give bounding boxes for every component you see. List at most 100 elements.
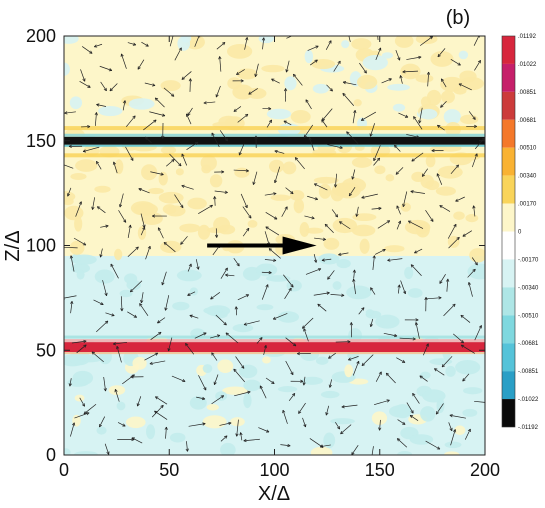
- quiver-head: [303, 423, 307, 428]
- quiver-head: [112, 161, 116, 165]
- field-patch: [320, 390, 340, 399]
- quiver-head: [154, 396, 159, 400]
- field-patch: [385, 174, 395, 182]
- quiver-head: [178, 163, 182, 167]
- quiver-head: [402, 70, 406, 74]
- quiver-head: [401, 359, 406, 363]
- quiver-head: [436, 446, 441, 450]
- field-patch: [365, 309, 374, 316]
- quiver-arrow: [233, 368, 245, 383]
- field-patch: [230, 417, 245, 427]
- quiver-head: [248, 215, 252, 219]
- quiver-head: [96, 206, 101, 210]
- quiver-head: [410, 190, 414, 194]
- quiver-arrow: [305, 268, 322, 275]
- quiver-head: [285, 69, 289, 73]
- quiver-head: [82, 149, 87, 153]
- quiver-head: [314, 59, 318, 63]
- colorbar-swatch: [502, 147, 515, 176]
- quiver-head: [369, 323, 373, 327]
- field-patch: [444, 451, 460, 455]
- quiver-head: [252, 181, 256, 185]
- quiver-head: [311, 216, 315, 220]
- quiver-arrow: [233, 106, 242, 112]
- field-patch: [318, 253, 340, 265]
- quiver-arrow: [314, 183, 328, 191]
- quiver-arrow: [373, 157, 381, 166]
- quiver-arrow: [149, 111, 166, 117]
- quiver-arrow: [96, 104, 107, 107]
- field-patch: [133, 202, 158, 216]
- field-patch: [98, 106, 123, 117]
- field-patch: [420, 96, 431, 108]
- quiver-head: [297, 352, 301, 356]
- quiver-head: [308, 137, 312, 141]
- quiver-head: [120, 308, 124, 312]
- colorbar-label: .00681: [518, 118, 537, 124]
- quiver-head: [170, 93, 175, 97]
- field-patch: [352, 213, 377, 222]
- quiver-head: [273, 179, 278, 184]
- quiver-arrow: [235, 356, 245, 369]
- field-patch: [404, 266, 414, 280]
- field-patch: [422, 389, 446, 403]
- quiver-arrow: [468, 111, 476, 120]
- quiver-head: [386, 220, 391, 224]
- quiver-head: [268, 270, 272, 275]
- field-patch: [147, 187, 164, 195]
- field-patch: [64, 197, 74, 206]
- quiver-head: [265, 429, 270, 433]
- field-patch: [218, 115, 239, 128]
- quiver-arrow: [394, 144, 401, 152]
- quiver-head: [233, 368, 237, 373]
- quiver-head: [300, 379, 304, 383]
- quiver-arrow: [395, 167, 404, 175]
- quiver-head: [472, 268, 476, 273]
- colorbar-label: -.00851: [518, 369, 539, 375]
- quiver-arrow: [352, 169, 356, 180]
- quiver-arrow: [419, 107, 423, 124]
- quiver-arrow: [321, 108, 333, 121]
- quiver-arrow: [342, 92, 355, 107]
- quiver-arrow: [317, 303, 327, 312]
- quiver-head: [167, 347, 171, 352]
- field-patch: [397, 450, 413, 455]
- quiver-head: [322, 237, 326, 241]
- quiver-head: [182, 379, 186, 383]
- field-patch: [384, 245, 405, 253]
- quiver-head: [78, 201, 82, 205]
- quiver-head: [140, 299, 144, 304]
- quiver-head: [435, 411, 439, 415]
- field-patch: [415, 36, 438, 45]
- quiver-head: [142, 224, 146, 228]
- quiver-arrow: [181, 185, 194, 190]
- quiver-arrow: [313, 292, 330, 296]
- quiver-head: [353, 110, 357, 114]
- field-patch: [323, 432, 336, 449]
- quiver-head: [233, 108, 237, 112]
- quiver-arrow: [399, 337, 416, 340]
- quiver-arrow: [400, 75, 403, 84]
- quiver-arrow: [302, 417, 306, 428]
- quiver-arrow: [385, 372, 396, 384]
- quiver-arrow: [254, 63, 259, 77]
- field-patch: [411, 171, 426, 182]
- quiver-head: [439, 205, 443, 209]
- quiver-arrow: [373, 399, 390, 406]
- quiver-arrow: [471, 257, 478, 266]
- quiver-head: [265, 226, 269, 230]
- quiver-arrow: [79, 397, 85, 407]
- quiver-head: [440, 104, 444, 108]
- quiver-head: [387, 258, 391, 262]
- quiver-arrow: [352, 110, 356, 124]
- field-patch: [465, 214, 479, 223]
- quiver-arrow: [92, 197, 96, 210]
- quiver-arrow: [256, 337, 263, 344]
- quiver-arrow: [174, 47, 182, 61]
- quiver-head: [410, 410, 414, 414]
- quiver-arrow: [150, 171, 164, 175]
- quiver-head: [152, 83, 156, 87]
- quiver-arrow: [138, 188, 150, 194]
- quiver-head: [161, 135, 165, 139]
- field-patch: [392, 103, 406, 112]
